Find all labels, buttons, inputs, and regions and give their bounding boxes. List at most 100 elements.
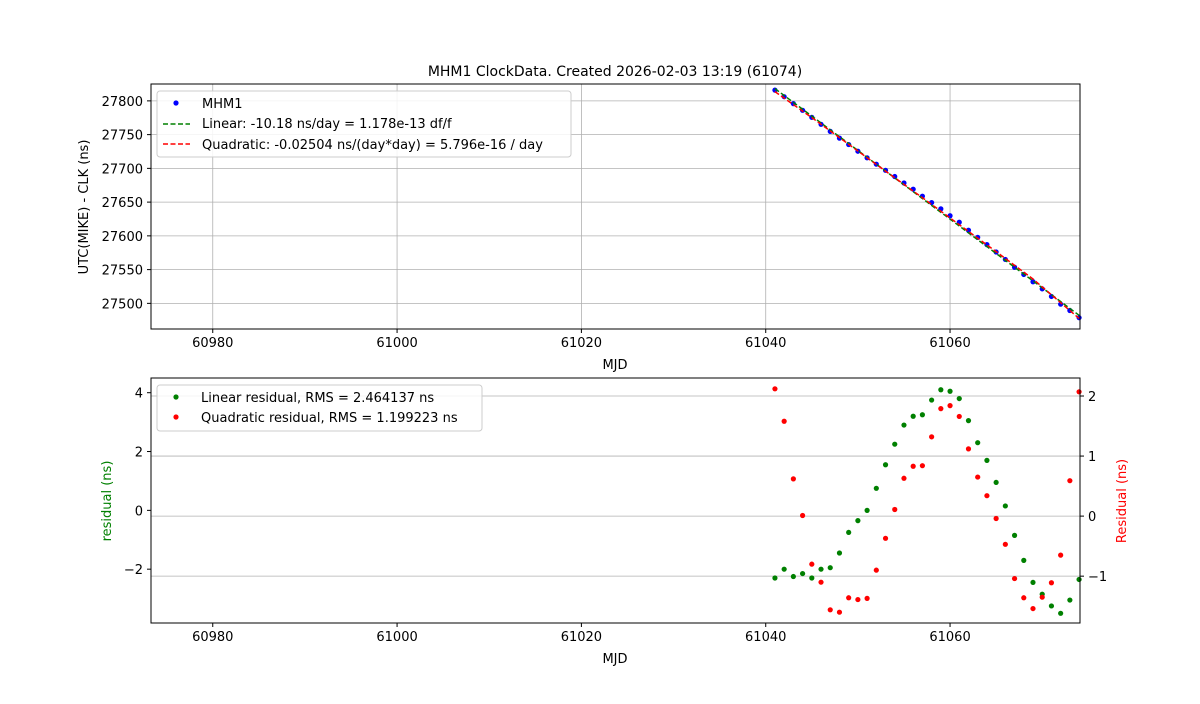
quadratic-residual-point xyxy=(975,474,981,480)
top-y-axis-ticks: 27500 27550 27600 27650 27700 27750 27800 xyxy=(102,95,151,312)
quadratic-residual-point xyxy=(919,463,926,469)
mhm1-data-point xyxy=(892,173,898,180)
linear-residual-point xyxy=(882,462,889,468)
quadratic-residual-point xyxy=(929,434,935,440)
bottom-legend: Linear residual, RMS = 2.464137 ns Quadr… xyxy=(156,384,483,432)
linear-residual-point xyxy=(947,388,953,394)
quadratic-residual-point xyxy=(1048,580,1055,586)
linear-residual-point xyxy=(984,457,990,463)
legend-label-quadratic: Quadratic: -0.02504 ns/(day*day) = 5.796… xyxy=(202,138,543,153)
quadratic-residual-point xyxy=(1058,552,1064,558)
linear-residual-point xyxy=(799,570,806,577)
quadratic-residual-point xyxy=(1076,389,1082,395)
top-series-layer xyxy=(772,87,1082,321)
quadratic-residual-point xyxy=(846,595,852,601)
linear-residual-point xyxy=(1002,503,1008,509)
quadratic-residual-point xyxy=(882,535,889,541)
quadratic-residual-point xyxy=(984,493,990,499)
linear-residual-point xyxy=(1048,603,1055,609)
linear-residual-point xyxy=(772,575,778,581)
quadratic-residual-point xyxy=(790,476,796,482)
quadratic-residual-point xyxy=(1067,478,1073,484)
y-tick-label: −2 xyxy=(124,563,143,578)
quadratic-residual-point xyxy=(799,512,806,519)
legend-marker-linear-residual xyxy=(173,394,179,400)
y-tick-label: 4 xyxy=(135,387,143,402)
x-tick-label: 61060 xyxy=(929,630,970,645)
quadratic-residual-point xyxy=(938,406,944,412)
mhm1-data-point xyxy=(1030,279,1036,285)
quadratic-residual-point xyxy=(947,403,953,409)
legend-label-linear-residual: Linear residual, RMS = 2.464137 ns xyxy=(201,391,434,406)
quadratic-residual-point xyxy=(1011,575,1018,582)
linear-residual-point xyxy=(910,413,916,419)
bottom-legend-box xyxy=(156,384,483,432)
quadratic-residual-point xyxy=(1002,541,1008,547)
linear-residual-point xyxy=(1011,532,1018,538)
y-tick-label: 27700 xyxy=(102,162,143,177)
linear-residual-point xyxy=(965,418,972,424)
quadratic-residual-point xyxy=(809,561,815,567)
y-right-tick-label: 2 xyxy=(1088,390,1096,405)
quadratic-residual-point xyxy=(818,579,824,585)
y-tick-label: 27600 xyxy=(102,230,143,245)
quadratic-residual-point xyxy=(836,609,843,615)
linear-residual-point xyxy=(1067,597,1073,603)
linear-residual-point xyxy=(809,575,815,581)
y-tick-label: 27500 xyxy=(102,297,143,312)
x-tick-label: 61060 xyxy=(929,336,970,351)
quadratic-residual-point xyxy=(901,475,907,481)
bottom-chart-panel: 60980 61000 61020 61040 61060 −2 0 2 4 −1 0 1 2 MJ… xyxy=(100,377,1130,667)
linear-residual-point xyxy=(873,485,879,491)
bottom-left-y-axis-ticks: −2 0 2 4 xyxy=(124,387,151,578)
y-tick-label: 27650 xyxy=(102,196,143,211)
y-tick-label: 27800 xyxy=(102,95,143,110)
linear-residual-point xyxy=(1030,579,1036,586)
top-plot-frame xyxy=(150,83,1081,330)
linear-residual-point xyxy=(790,573,796,580)
top-y-axis-label: UTC(MIKE) - CLK (ns) xyxy=(77,140,92,275)
quadratic-residual-point xyxy=(772,386,778,392)
linear-residual-point xyxy=(919,412,926,418)
linear-residual-point xyxy=(938,387,944,393)
top-legend: MHM1 Linear: -10.18 ns/day = 1.178e-13 d… xyxy=(156,90,572,158)
linear-residual-point xyxy=(975,440,981,446)
quadratic-residual-point xyxy=(965,446,972,452)
y-tick-label: 27550 xyxy=(102,264,143,279)
quadratic-residual-point xyxy=(993,515,999,522)
bottom-plot-frame xyxy=(150,377,1081,624)
quadratic-residual-point xyxy=(855,596,861,603)
linear-residual-point xyxy=(1076,576,1082,583)
bottom-series-layer xyxy=(772,386,1082,616)
x-tick-label: 61020 xyxy=(561,336,602,351)
linear-residual-point xyxy=(929,397,935,403)
y-tick-label: 0 xyxy=(135,504,143,519)
x-tick-label: 61020 xyxy=(561,630,602,645)
legend-label-quadratic-residual: Quadratic residual, RMS = 1.199223 ns xyxy=(201,411,458,426)
linear-residual-point xyxy=(846,529,852,536)
x-tick-label: 61000 xyxy=(376,336,417,351)
quadratic-residual-point xyxy=(781,418,787,424)
linear-residual-point xyxy=(864,507,870,513)
x-tick-label: 60980 xyxy=(192,630,233,645)
linear-residual-point xyxy=(1021,557,1027,563)
chart-title: MHM1 ClockData. Created 2026-02-03 13:19… xyxy=(428,64,802,80)
top-x-axis-label: MJD xyxy=(602,358,627,373)
x-tick-label: 61000 xyxy=(376,630,417,645)
quadratic-residual-point xyxy=(1021,595,1027,601)
quadratic-residual-point xyxy=(910,463,916,469)
bottom-x-axis-ticks: 60980 61000 61020 61040 61060 xyxy=(192,623,971,645)
x-tick-label: 61040 xyxy=(745,336,786,351)
quadratic-residual-point xyxy=(956,413,962,420)
linear-residual-point xyxy=(993,479,999,486)
x-tick-label: 60980 xyxy=(192,336,233,351)
linear-residual-point xyxy=(901,422,907,428)
bottom-left-y-axis-label: residual (ns) xyxy=(100,461,115,542)
linear-residual-point xyxy=(818,566,824,572)
bottom-right-y-axis-ticks: −1 0 1 2 xyxy=(1080,390,1107,585)
top-x-axis-ticks: 60980 61000 61020 61040 61060 xyxy=(192,329,971,351)
bottom-x-axis-label: MJD xyxy=(602,652,627,667)
legend-marker-mhm1 xyxy=(173,100,179,106)
y-tick-label: 27750 xyxy=(102,129,143,144)
